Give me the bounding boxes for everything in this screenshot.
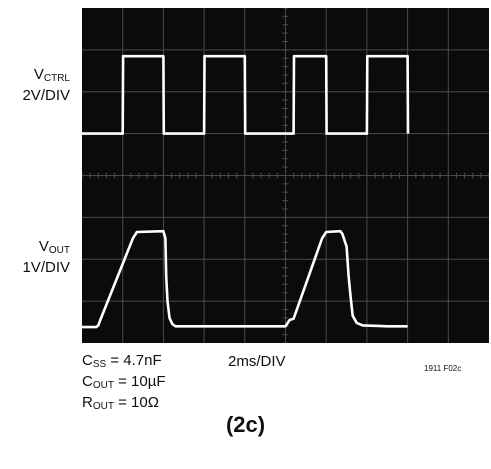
ctrl-channel-scale: 2V/DIV bbox=[22, 87, 70, 104]
oscilloscope-screen bbox=[82, 8, 489, 343]
trace-ctrl bbox=[82, 54, 410, 135]
test-conditions: CSS = 4.7nF COUT = 10µF ROUT = 10Ω bbox=[82, 352, 166, 415]
out-channel-name: V bbox=[38, 238, 49, 255]
ctrl-channel-label: VCTRL 2V/DIV bbox=[0, 66, 70, 104]
time-scale-label: 2ms/DIV bbox=[228, 353, 286, 370]
ctrl-channel-sub: CTRL bbox=[43, 73, 70, 84]
figure-id: 1911 F02c bbox=[424, 364, 462, 373]
trace-out bbox=[82, 229, 408, 329]
ctrl-channel-name: V bbox=[33, 66, 44, 83]
traces bbox=[82, 54, 410, 329]
out-channel-label: VOUT 1V/DIV bbox=[0, 238, 70, 276]
note-cout: COUT = 10µF bbox=[82, 373, 166, 391]
out-channel-sub: OUT bbox=[48, 245, 70, 256]
note-css: CSS = 4.7nF bbox=[82, 352, 162, 370]
figure-caption: (2c) bbox=[225, 412, 266, 437]
note-rout: ROUT = 10Ω bbox=[82, 394, 159, 412]
out-channel-scale: 1V/DIV bbox=[22, 259, 70, 276]
